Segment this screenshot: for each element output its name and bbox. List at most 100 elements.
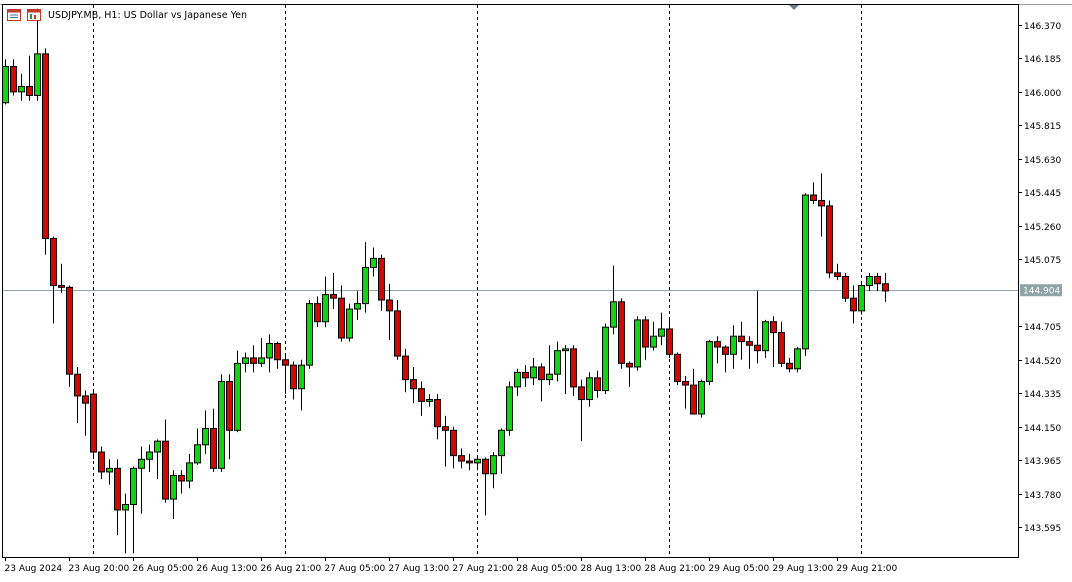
candle-body-85: [682, 380, 689, 386]
candle-46: [370, 247, 377, 277]
candle-63: [506, 381, 513, 436]
candle-body-107: [858, 285, 865, 312]
candle-body-94: [754, 344, 761, 352]
candle-106: [850, 285, 857, 324]
time-tick-label-13: 29 Aug 21:00: [837, 564, 898, 574]
candle-4: [34, 8, 41, 101]
candle-body-47: [378, 257, 385, 301]
candle-2: [18, 73, 25, 101]
time-tick-label-9: 28 Aug 13:00: [581, 564, 642, 574]
candle-body-82: [658, 328, 665, 337]
price-tick-label-13: 143.780: [1024, 491, 1061, 501]
candle-body-24: [194, 444, 201, 464]
candle-78: [626, 361, 633, 387]
candle-73: [586, 372, 593, 407]
candle-92: [738, 321, 745, 360]
candle-body-90: [722, 346, 729, 355]
price-tick-label-8: 144.705: [1024, 323, 1061, 333]
candle-101: [810, 182, 817, 205]
candle-body-78: [626, 362, 633, 368]
candle-22: [178, 470, 185, 494]
candle-body-23: [186, 462, 193, 482]
time-axis: 23 Aug 2024 23 Aug 20:00 26 Aug 05:00 26 Au…: [5, 557, 898, 574]
current-price-label: 144.904: [1020, 284, 1062, 297]
candle-35: [282, 354, 289, 395]
candle-43: [346, 303, 353, 342]
candle-52: [418, 381, 425, 416]
candle-body-73: [586, 377, 593, 401]
candle-1: [10, 59, 17, 96]
chart-properties-icon[interactable]: [27, 9, 41, 21]
candle-body-97: [778, 332, 785, 364]
candle-89: [714, 336, 721, 364]
candle-23: [186, 453, 193, 489]
candle-82: [658, 312, 665, 346]
candle-32: [258, 338, 265, 367]
candle-body-66: [530, 366, 537, 379]
chart-shift-marker-icon[interactable]: [789, 5, 799, 10]
candle-body-26: [210, 428, 217, 469]
candle-0: [2, 59, 9, 105]
candle-93: [746, 336, 753, 369]
candle-14: [114, 459, 121, 536]
time-tick-label-7: 27 Aug 21:00: [453, 564, 514, 574]
price-tick-label-11: 144.150: [1024, 424, 1061, 434]
candle-19: [154, 439, 161, 480]
price-tick-label-10: 144.335: [1024, 390, 1061, 400]
candle-66: [530, 357, 537, 386]
candle-7: [58, 263, 65, 293]
candle-body-75: [602, 326, 609, 391]
candle-76: [610, 265, 617, 335]
candle-body-86: [690, 384, 697, 415]
candle-body-60: [482, 458, 489, 475]
candle-body-92: [738, 335, 745, 343]
candlesticks: [2, 8, 889, 554]
candle-body-58: [466, 460, 473, 464]
price-tick-label-7: 145.075: [1024, 256, 1061, 266]
candle-body-62: [498, 429, 505, 457]
chart-title: USDJPY.MB, H1: US Dollar vs Japanese Yen: [48, 10, 247, 21]
candle-body-33: [266, 342, 273, 359]
candle-69: [554, 341, 561, 382]
candle-body-39: [314, 303, 321, 323]
candle-body-11: [90, 393, 97, 453]
candle-body-25: [202, 428, 209, 446]
candle-body-50: [402, 355, 409, 381]
candle-body-98: [786, 362, 793, 370]
candle-body-91: [730, 335, 737, 355]
price-axis: 146.370 146.185 146.000 145.815 145.630 145.4…: [1018, 22, 1061, 534]
candle-26: [210, 408, 217, 472]
candle-body-63: [506, 386, 513, 431]
candle-body-45: [362, 266, 369, 305]
candle-28: [226, 374, 233, 460]
price-tick-label-9: 144.520: [1024, 357, 1061, 367]
candle-44: [354, 290, 361, 320]
candle-body-28: [226, 380, 233, 431]
time-tick-label-0: 23 Aug 2024: [5, 564, 63, 574]
candle-body-56: [450, 429, 457, 457]
candle-103: [826, 200, 833, 279]
candle-39: [314, 296, 321, 328]
candle-body-15: [122, 504, 129, 511]
candle-body-48: [386, 299, 393, 312]
candle-body-100: [802, 194, 809, 350]
candle-body-1: [10, 66, 17, 93]
candle-body-68: [546, 373, 553, 381]
candle-15: [122, 493, 129, 554]
candle-27: [218, 374, 225, 472]
time-tick-label-8: 28 Aug 05:00: [517, 564, 578, 574]
candle-107: [858, 281, 865, 315]
candle-59: [474, 455, 481, 471]
candle-18: [146, 444, 153, 472]
price-tick-label-5: 145.445: [1024, 189, 1061, 199]
candle-9: [74, 366, 81, 424]
candle-41: [330, 272, 337, 310]
chart-list-icon[interactable]: [7, 9, 21, 21]
candle-body-31: [250, 357, 257, 364]
candle-105: [842, 272, 849, 302]
candle-body-7: [58, 285, 65, 288]
candle-body-61: [490, 455, 497, 475]
candle-body-55: [442, 426, 449, 431]
